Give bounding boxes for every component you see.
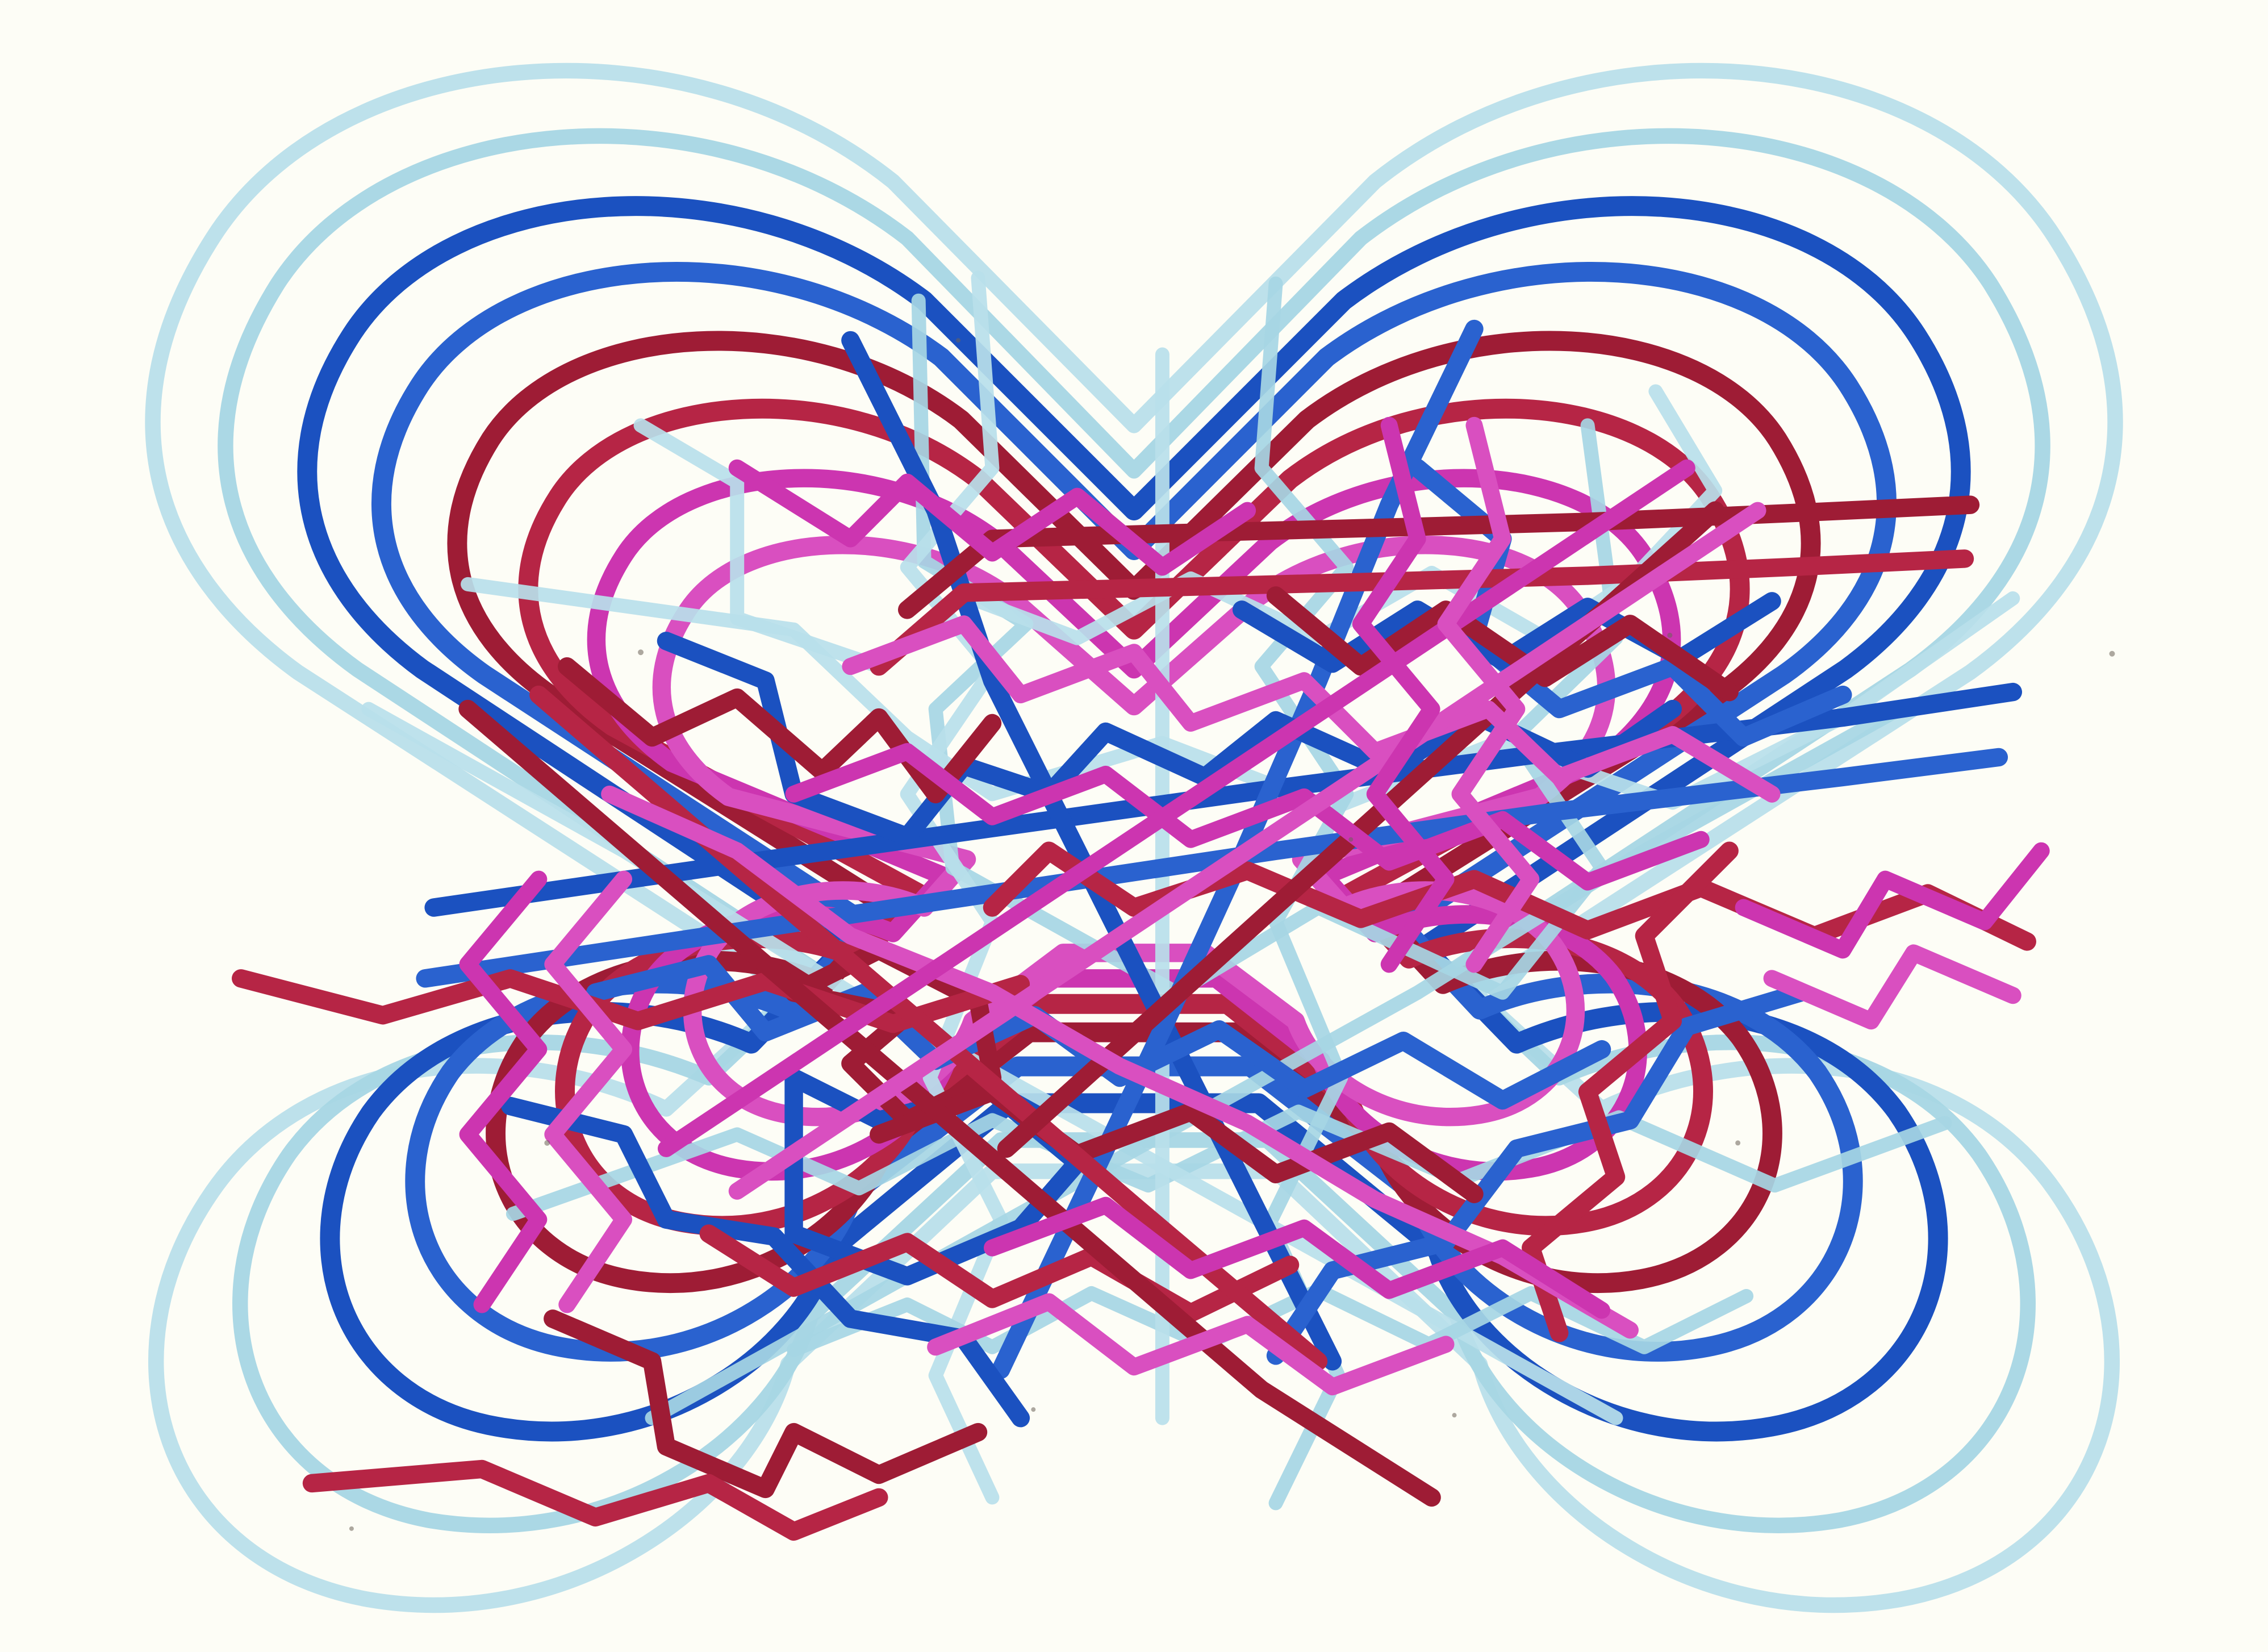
web-magenta-path-11 <box>459 870 548 1313</box>
web-magenta-path-14 <box>927 1293 1455 1396</box>
web-crimson-path-3 <box>558 657 1002 804</box>
web-cyan-path-7 <box>645 702 1907 1425</box>
contour-pale-cyan-ring-2 <box>218 128 2050 1533</box>
web-magenta-path-7 <box>1352 416 1455 973</box>
web-crimson-path-9 <box>544 1309 988 1499</box>
web-magenta-path-3 <box>785 742 1710 891</box>
paper-speck <box>1735 1140 1741 1146</box>
web-magenta-path-9 <box>1735 842 2050 959</box>
web-magenta-path-6 <box>728 502 1766 1200</box>
paper-speck <box>1348 837 1354 842</box>
paper-speck <box>1452 1413 1457 1418</box>
web-magenta-path-1 <box>728 459 1256 576</box>
paper-speck <box>349 1526 354 1531</box>
center-web-magenta <box>459 416 2050 1396</box>
web-magenta-path-13 <box>983 1196 1611 1319</box>
web-cyan-path-2 <box>461 577 2020 816</box>
web-magenta-path-12 <box>544 870 633 1313</box>
web-crimson-path-6 <box>232 969 1030 1033</box>
web-crimson-path-10 <box>302 1459 888 1541</box>
web-blue-path-2 <box>416 748 2008 988</box>
web-crimson-path-1 <box>897 495 1980 619</box>
paper-speck <box>638 649 644 656</box>
web-magenta-path-2 <box>842 615 1781 803</box>
web-crimson-path-12 <box>529 685 1328 1371</box>
web-magenta-path-5 <box>657 459 1695 1157</box>
web-crimson-path-15 <box>1266 586 1739 702</box>
paper-speck <box>1031 1407 1036 1412</box>
paper-speck <box>956 338 961 343</box>
web-crimson-path-14 <box>1522 841 1739 1342</box>
web-blue-path-10 <box>1266 983 1810 1365</box>
web-magenta-path-10 <box>1763 944 2021 1030</box>
paper-speck <box>544 1140 550 1146</box>
paper-specks <box>349 338 2115 1531</box>
web-magenta-path-8 <box>1437 416 1540 973</box>
paper-speck <box>1667 632 1673 638</box>
web-crimson-path-8 <box>699 1224 1300 1323</box>
web-magenta-path-4 <box>601 785 1639 1339</box>
paper-speck <box>2109 650 2115 657</box>
web-crimson-path-11 <box>458 699 1441 1507</box>
